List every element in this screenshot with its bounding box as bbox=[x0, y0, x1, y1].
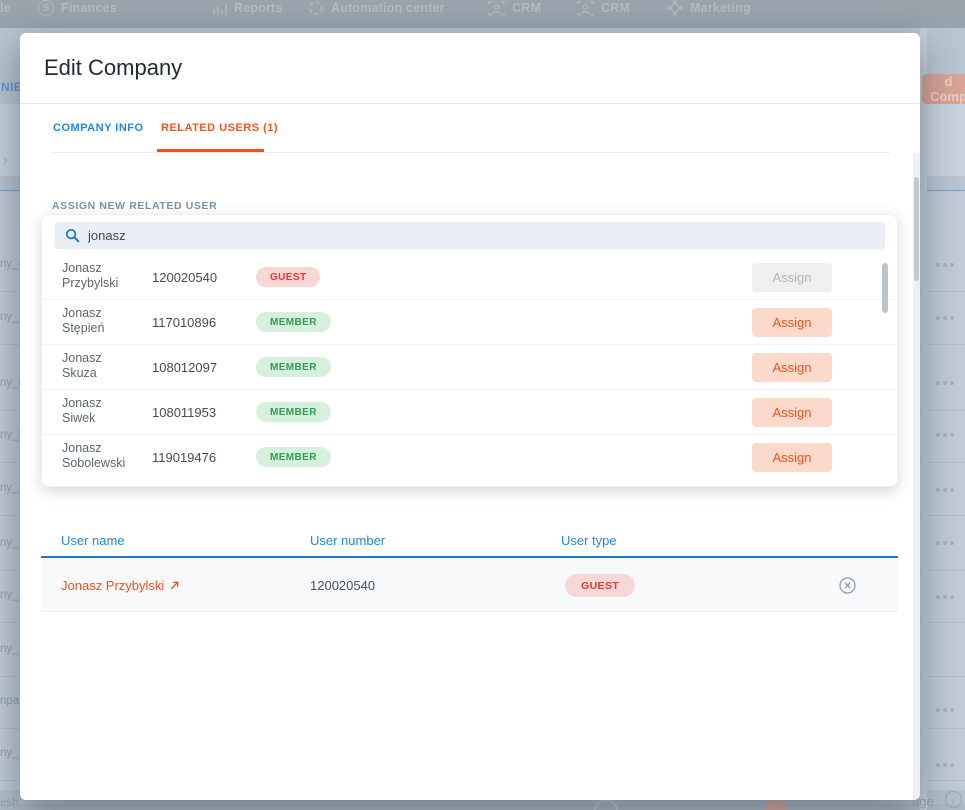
result-row: Jonasz Siwek 108011953 MEMBER Assign bbox=[42, 390, 899, 435]
result-user-name: Jonasz Stępień bbox=[62, 306, 104, 336]
table-header-underline bbox=[41, 556, 898, 558]
assign-section-label: ASSIGN NEW RELATED USER bbox=[52, 200, 217, 212]
user-search-box bbox=[55, 222, 885, 249]
search-icon bbox=[65, 228, 80, 243]
column-header-user-number: User number bbox=[310, 533, 385, 548]
automation-icon bbox=[308, 0, 324, 16]
nav-item-crm: CRM bbox=[488, 0, 541, 18]
result-user-name: Jonasz Skuza bbox=[62, 351, 102, 381]
top-nav-bar: le S Finances Reports Automation center bbox=[0, 0, 965, 28]
remove-circle-icon bbox=[839, 577, 856, 594]
crm-people-icon bbox=[577, 1, 594, 16]
row-menu-icon bbox=[936, 316, 954, 320]
header-divider bbox=[20, 103, 920, 104]
nav-item-label: Finances bbox=[61, 1, 117, 15]
nav-item-label: Marketing bbox=[690, 1, 751, 15]
result-user-number: 108011953 bbox=[152, 390, 216, 435]
company-name-fragment: npa bbox=[0, 695, 19, 707]
result-user-name: Jonasz Sobolewski bbox=[62, 441, 125, 471]
row-menu-icon bbox=[936, 708, 954, 712]
assign-button[interactable]: Assign bbox=[752, 443, 832, 472]
crm-people-icon bbox=[488, 1, 505, 16]
row-menu-icon bbox=[936, 263, 954, 267]
external-link-icon bbox=[169, 580, 180, 591]
nav-item-finances: S Finances bbox=[38, 0, 117, 18]
assign-button[interactable]: Assign bbox=[752, 353, 832, 382]
results-scrollbar-thumb[interactable] bbox=[882, 263, 888, 313]
tabs-bottom-border bbox=[50, 152, 890, 153]
user-type-badge: MEMBER bbox=[256, 402, 331, 422]
user-type-badge: MEMBER bbox=[256, 357, 331, 377]
result-user-name: Jonasz Przybylski bbox=[62, 261, 118, 291]
marketing-icon bbox=[667, 0, 683, 16]
nav-item-label: Reports bbox=[234, 1, 283, 15]
search-results-list: Jonasz Przybylski 120020540 GUEST Assign… bbox=[42, 255, 899, 480]
row-menu-icon bbox=[936, 541, 954, 545]
assign-button[interactable]: Assign bbox=[752, 308, 832, 337]
tab-company-info[interactable]: COMPANY INFO bbox=[53, 104, 144, 152]
nav-item-label: CRM bbox=[512, 1, 541, 15]
assign-results-panel: Jonasz Przybylski 120020540 GUEST Assign… bbox=[41, 214, 898, 487]
result-user-number: 120020540 bbox=[152, 255, 217, 300]
nav-item-reports: Reports bbox=[211, 0, 283, 18]
active-tab-underline bbox=[157, 149, 264, 152]
assign-button-disabled: Assign bbox=[752, 263, 832, 292]
row-menu-icon bbox=[936, 433, 954, 437]
column-header-user-name: User name bbox=[61, 533, 125, 548]
nav-item-crm-2: CRM bbox=[577, 0, 630, 18]
tab-related-users[interactable]: RELATED USERS (1) bbox=[161, 104, 278, 152]
finances-icon: S bbox=[38, 0, 54, 16]
modal-title: Edit Company bbox=[44, 55, 182, 81]
result-user-number: 119019476 bbox=[152, 435, 216, 480]
user-type-badge: GUEST bbox=[565, 574, 635, 597]
nav-item-label: Automation center bbox=[331, 1, 445, 15]
result-user-name: Jonasz Siwek bbox=[62, 396, 102, 426]
user-search-input[interactable] bbox=[88, 228, 848, 243]
add-company-button: d Comp bbox=[922, 74, 965, 104]
related-user-number: 120020540 bbox=[310, 559, 375, 612]
nav-item-marketing: Marketing bbox=[667, 0, 751, 18]
column-header-user-type: User type bbox=[561, 533, 617, 548]
modal-scrollbar-thumb[interactable] bbox=[914, 177, 919, 281]
result-user-number: 108012097 bbox=[152, 345, 217, 390]
download-arrow-icon: ↓ bbox=[945, 791, 962, 808]
screen: le S Finances Reports Automation center bbox=[0, 0, 965, 810]
chevron-right-icon: › bbox=[2, 150, 8, 171]
result-user-number: 117010896 bbox=[152, 300, 216, 345]
result-row: Jonasz Przybylski 120020540 GUEST Assign bbox=[42, 255, 899, 300]
row-menu-icon bbox=[936, 488, 954, 492]
related-user-row: Jonasz Przybylski 120020540 GUEST bbox=[41, 559, 898, 612]
remove-user-button[interactable] bbox=[839, 577, 856, 594]
nav-item-fragment: le bbox=[0, 0, 11, 18]
nav-item-label: CRM bbox=[601, 1, 630, 15]
result-row: Jonasz Skuza 108012097 MEMBER Assign bbox=[42, 345, 899, 390]
nav-item-label: le bbox=[0, 1, 11, 15]
result-row: Jonasz Stępień 117010896 MEMBER Assign bbox=[42, 300, 899, 345]
user-type-badge: GUEST bbox=[256, 267, 320, 287]
row-menu-icon bbox=[936, 381, 954, 385]
assign-button[interactable]: Assign bbox=[752, 398, 832, 427]
result-row: Jonasz Sobolewski 119019476 MEMBER Assig… bbox=[42, 435, 899, 480]
refresh-button-fragment: esh bbox=[0, 797, 19, 809]
user-type-badge: MEMBER bbox=[256, 312, 331, 332]
user-type-badge: MEMBER bbox=[256, 447, 331, 467]
edit-company-modal: Edit Company COMPANY INFO RELATED USERS … bbox=[20, 33, 920, 800]
row-menu-icon bbox=[936, 763, 954, 767]
background-page-scrollbar bbox=[920, 28, 927, 810]
related-user-name-link[interactable]: Jonasz Przybylski bbox=[61, 559, 180, 612]
nav-item-automation-center: Automation center bbox=[308, 0, 445, 18]
bar-chart-icon bbox=[211, 0, 227, 16]
row-menu-icon bbox=[936, 595, 954, 599]
